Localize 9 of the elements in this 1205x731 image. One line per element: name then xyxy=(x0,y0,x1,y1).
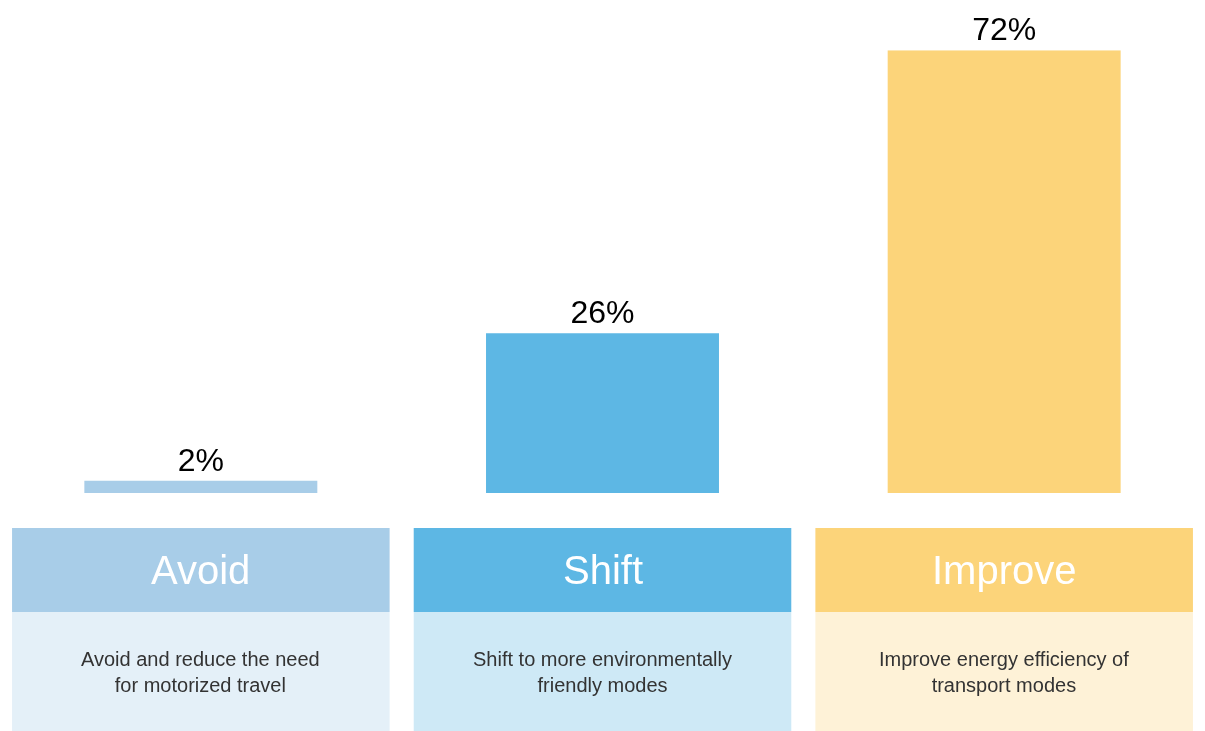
text: Avoid and reduce the need for motorized travel xyxy=(81,648,320,696)
x-tick-label: Avoid xyxy=(151,548,251,592)
data-label: 72% xyxy=(972,11,1037,48)
x-tick-label: Improve xyxy=(932,548,1077,592)
text: Shift to more environmentally friendly modes xyxy=(473,648,733,696)
x-tick-label: Shift xyxy=(563,548,644,592)
data-label: 26% xyxy=(570,294,635,331)
text: Improve energy efficiency of transport modes xyxy=(879,648,1130,696)
data-label: 2% xyxy=(177,441,224,478)
